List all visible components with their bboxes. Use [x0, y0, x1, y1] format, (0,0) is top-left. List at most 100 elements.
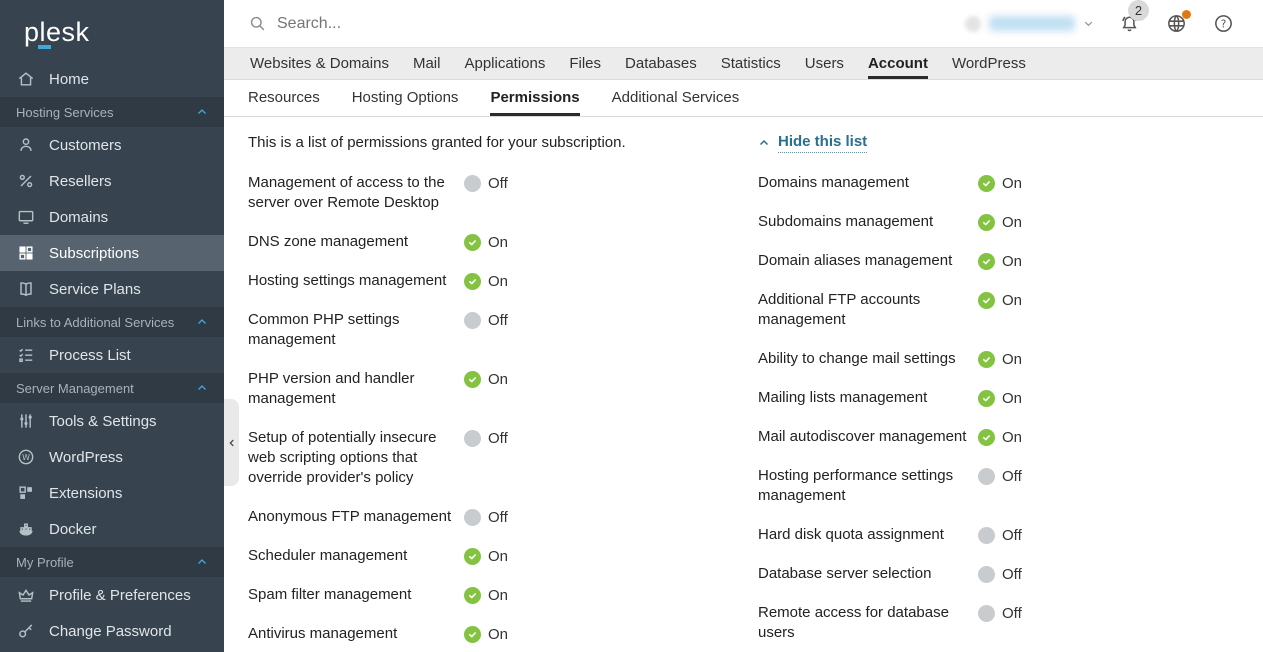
notifications-button[interactable]: 2 [1118, 0, 1149, 35]
status-on-icon [978, 291, 995, 309]
permission-status: Off [978, 466, 1022, 486]
status-off-icon [978, 526, 995, 544]
sidebar-section-links-to-additional-services[interactable]: Links to Additional Services [0, 307, 224, 337]
status-off-icon [464, 508, 481, 526]
permission-row: Spam filter management On [248, 585, 758, 605]
sidebar-item-subscriptions[interactable]: Subscriptions [0, 235, 224, 271]
sidebar-item-wordpress[interactable]: W WordPress [0, 439, 224, 475]
sidebar-item-docker[interactable]: Docker [0, 511, 224, 547]
permission-status: On [978, 388, 1022, 408]
hide-this-list-link[interactable]: Hide this list [758, 133, 1258, 153]
tab-mail[interactable]: Mail [412, 54, 441, 72]
resellers-icon [16, 171, 36, 191]
permission-status: Off [464, 310, 508, 330]
sidebar-item-home[interactable]: Home [0, 61, 224, 97]
news-button[interactable] [1165, 10, 1191, 35]
status-off-icon [464, 174, 481, 192]
sidebar-collapse-handle[interactable] [224, 399, 239, 486]
sidebar-item-label: Tools & Settings [49, 412, 157, 430]
sidebar-item-profile-preferences[interactable]: Profile & Preferences [0, 577, 224, 613]
hide-this-list-label: Hide this list [778, 133, 868, 153]
status-off-icon [978, 604, 995, 622]
permission-row: Hard disk quota assignment Off [758, 525, 1258, 545]
status-text: On [1002, 350, 1023, 368]
permission-row: PHP version and handler management On [248, 369, 758, 409]
permission-status: On [464, 271, 508, 291]
search-input[interactable] [277, 14, 697, 33]
main-nav-tabs: Websites & Domains Mail Applications Files D… [224, 47, 1263, 80]
sidebar-section-label: Server Management [16, 380, 134, 396]
sidebar-item-label: Domains [49, 208, 109, 226]
permission-status: Off [978, 603, 1022, 623]
user-menu[interactable] [965, 15, 1094, 32]
status-text: On [1002, 428, 1023, 446]
question-mark-icon: ? [1212, 12, 1235, 35]
chevron-up-icon [196, 106, 208, 118]
tab-files[interactable]: Files [569, 54, 602, 72]
status-text: On [488, 233, 509, 251]
user-name-redacted [989, 16, 1075, 31]
status-text: On [488, 586, 509, 604]
chevron-up-icon [196, 316, 208, 328]
status-text: Off [488, 174, 508, 192]
permission-status: Off [464, 173, 508, 193]
permission-label: Hard disk quota assignment [758, 526, 944, 543]
subtab-permissions[interactable]: Permissions [490, 80, 580, 116]
sidebar-item-extensions[interactable]: Extensions [0, 475, 224, 511]
tab-statistics[interactable]: Statistics [720, 54, 781, 72]
tab-databases[interactable]: Databases [625, 54, 697, 72]
sidebar-item-label: Change Password [49, 622, 172, 640]
plesk-logo[interactable]: plesk [0, 0, 224, 61]
sidebar-section-label: Hosting Services [16, 104, 114, 120]
permission-label: Hosting performance settings management [758, 467, 954, 504]
subtab-resources[interactable]: Resources [248, 88, 320, 106]
permission-label: Mailing lists management [758, 389, 928, 406]
sidebar-item-customers[interactable]: Customers [0, 127, 224, 163]
permission-label: Ability to change mail settings [758, 350, 956, 367]
sidebar-section-my-profile[interactable]: My Profile [0, 547, 224, 577]
plesk-logo-text: plesk [24, 17, 90, 47]
subtab-hosting-options[interactable]: Hosting Options [351, 88, 459, 106]
permission-label: Domains management [758, 174, 909, 191]
chevron-up-icon [196, 382, 208, 394]
tab-applications[interactable]: Applications [464, 54, 546, 72]
sidebar-item-process-list[interactable]: Process List [0, 337, 224, 373]
sidebar-item-service-plans[interactable]: Service Plans [0, 271, 224, 307]
news-unread-dot [1182, 10, 1191, 19]
status-off-icon [978, 565, 995, 583]
status-text: On [488, 272, 509, 290]
sidebar-section-server-management[interactable]: Server Management [0, 373, 224, 403]
status-on-icon [978, 213, 995, 231]
tab-wordpress[interactable]: WordPress [951, 54, 1026, 72]
tab-websites-domains[interactable]: Websites & Domains [250, 54, 389, 72]
chevron-up-icon [196, 556, 208, 568]
sidebar-item-label: Extensions [49, 484, 123, 502]
permission-label: Subdomains management [758, 213, 934, 230]
search-icon [248, 14, 267, 33]
status-text: On [488, 370, 509, 388]
sidebar: plesk Home Hosting Services Customers Resel… [0, 0, 224, 652]
domains-icon [16, 207, 36, 227]
permission-label: Management of access to the server over … [248, 174, 445, 211]
permission-row: Database server selection Off [758, 564, 1258, 584]
sidebar-item-domains[interactable]: Domains [0, 199, 224, 235]
status-text: On [488, 625, 509, 643]
sidebar-item-change-password[interactable]: Change Password [0, 613, 224, 649]
permission-row: Anonymous FTP management Off [248, 507, 758, 527]
sidebar-item-resellers[interactable]: Resellers [0, 163, 224, 199]
permission-status: On [978, 212, 1022, 232]
tab-account[interactable]: Account [867, 48, 928, 79]
sidebar-item-label: Profile & Preferences [49, 586, 191, 604]
subtab-additional-services[interactable]: Additional Services [611, 88, 740, 106]
status-off-icon [464, 429, 481, 447]
sidebar-item-tools-settings[interactable]: Tools & Settings [0, 403, 224, 439]
tab-users[interactable]: Users [804, 54, 844, 72]
profile-icon [16, 585, 36, 605]
svg-text:W: W [22, 453, 30, 462]
permission-label: Mail autodiscover management [758, 428, 967, 445]
help-button[interactable]: ? [1212, 12, 1235, 35]
permission-status: On [464, 232, 508, 252]
permission-label: Scheduler management [248, 547, 408, 564]
sidebar-section-hosting-services[interactable]: Hosting Services [0, 97, 224, 127]
permission-label: Domain aliases management [758, 252, 953, 269]
